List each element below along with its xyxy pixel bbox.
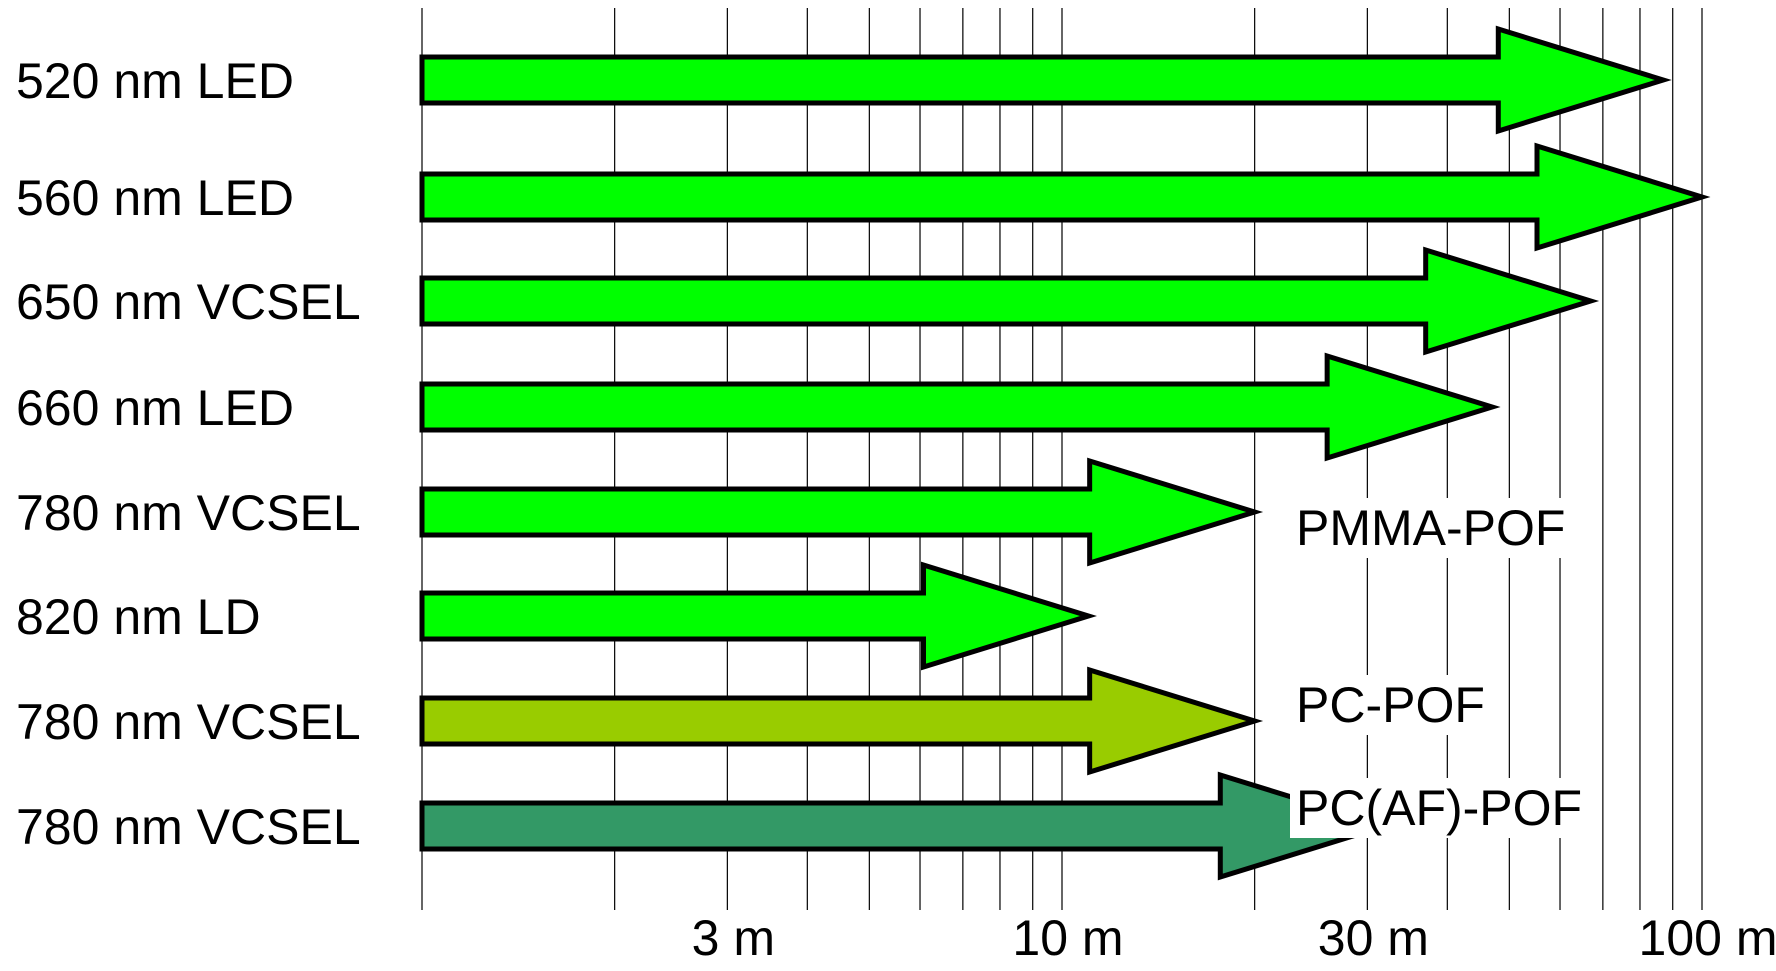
group-label: PMMA-POF bbox=[1296, 500, 1565, 556]
category-label: 660 nm LED bbox=[16, 380, 294, 436]
reach-arrow bbox=[419, 771, 1394, 881]
category-label: 780 nm VCSEL bbox=[16, 485, 361, 541]
reach-arrow bbox=[419, 666, 1264, 776]
group-label-background bbox=[1290, 498, 1572, 558]
category-labels: 520 nm LED 560 nm LED 650 nm VCSEL 660 nm L… bbox=[16, 53, 361, 855]
reach-arrow bbox=[419, 142, 1711, 252]
reach-arrow bbox=[419, 25, 1672, 135]
reach-arrows bbox=[419, 25, 1711, 881]
x-tick-labels: 3 m 10 m 30 m 100 m bbox=[692, 910, 1776, 966]
grid-lines bbox=[421, 8, 1703, 910]
group-label-background bbox=[1290, 675, 1491, 735]
reach-arrow bbox=[419, 246, 1600, 356]
reach-arrow bbox=[419, 561, 1097, 671]
category-label: 650 nm VCSEL bbox=[16, 274, 361, 330]
category-label: 780 nm VCSEL bbox=[16, 694, 361, 750]
reach-arrow bbox=[419, 457, 1264, 567]
reach-arrow bbox=[419, 352, 1501, 462]
category-label: 560 nm LED bbox=[16, 170, 294, 226]
group-label: PC(AF)-POF bbox=[1296, 780, 1582, 836]
group-labels: PMMA-POF PC-POF PC(AF)-POF bbox=[1290, 498, 1589, 838]
x-tick-label: 10 m bbox=[1012, 910, 1123, 966]
x-tick-label: 100 m bbox=[1639, 910, 1776, 966]
x-tick-label: 3 m bbox=[692, 910, 775, 966]
x-tick-label: 30 m bbox=[1318, 910, 1429, 966]
category-label: 780 nm VCSEL bbox=[16, 799, 361, 855]
group-label: PC-POF bbox=[1296, 677, 1485, 733]
category-label: 520 nm LED bbox=[16, 53, 294, 109]
group-label-background bbox=[1290, 778, 1589, 838]
category-label: 820 nm LD bbox=[16, 589, 261, 645]
